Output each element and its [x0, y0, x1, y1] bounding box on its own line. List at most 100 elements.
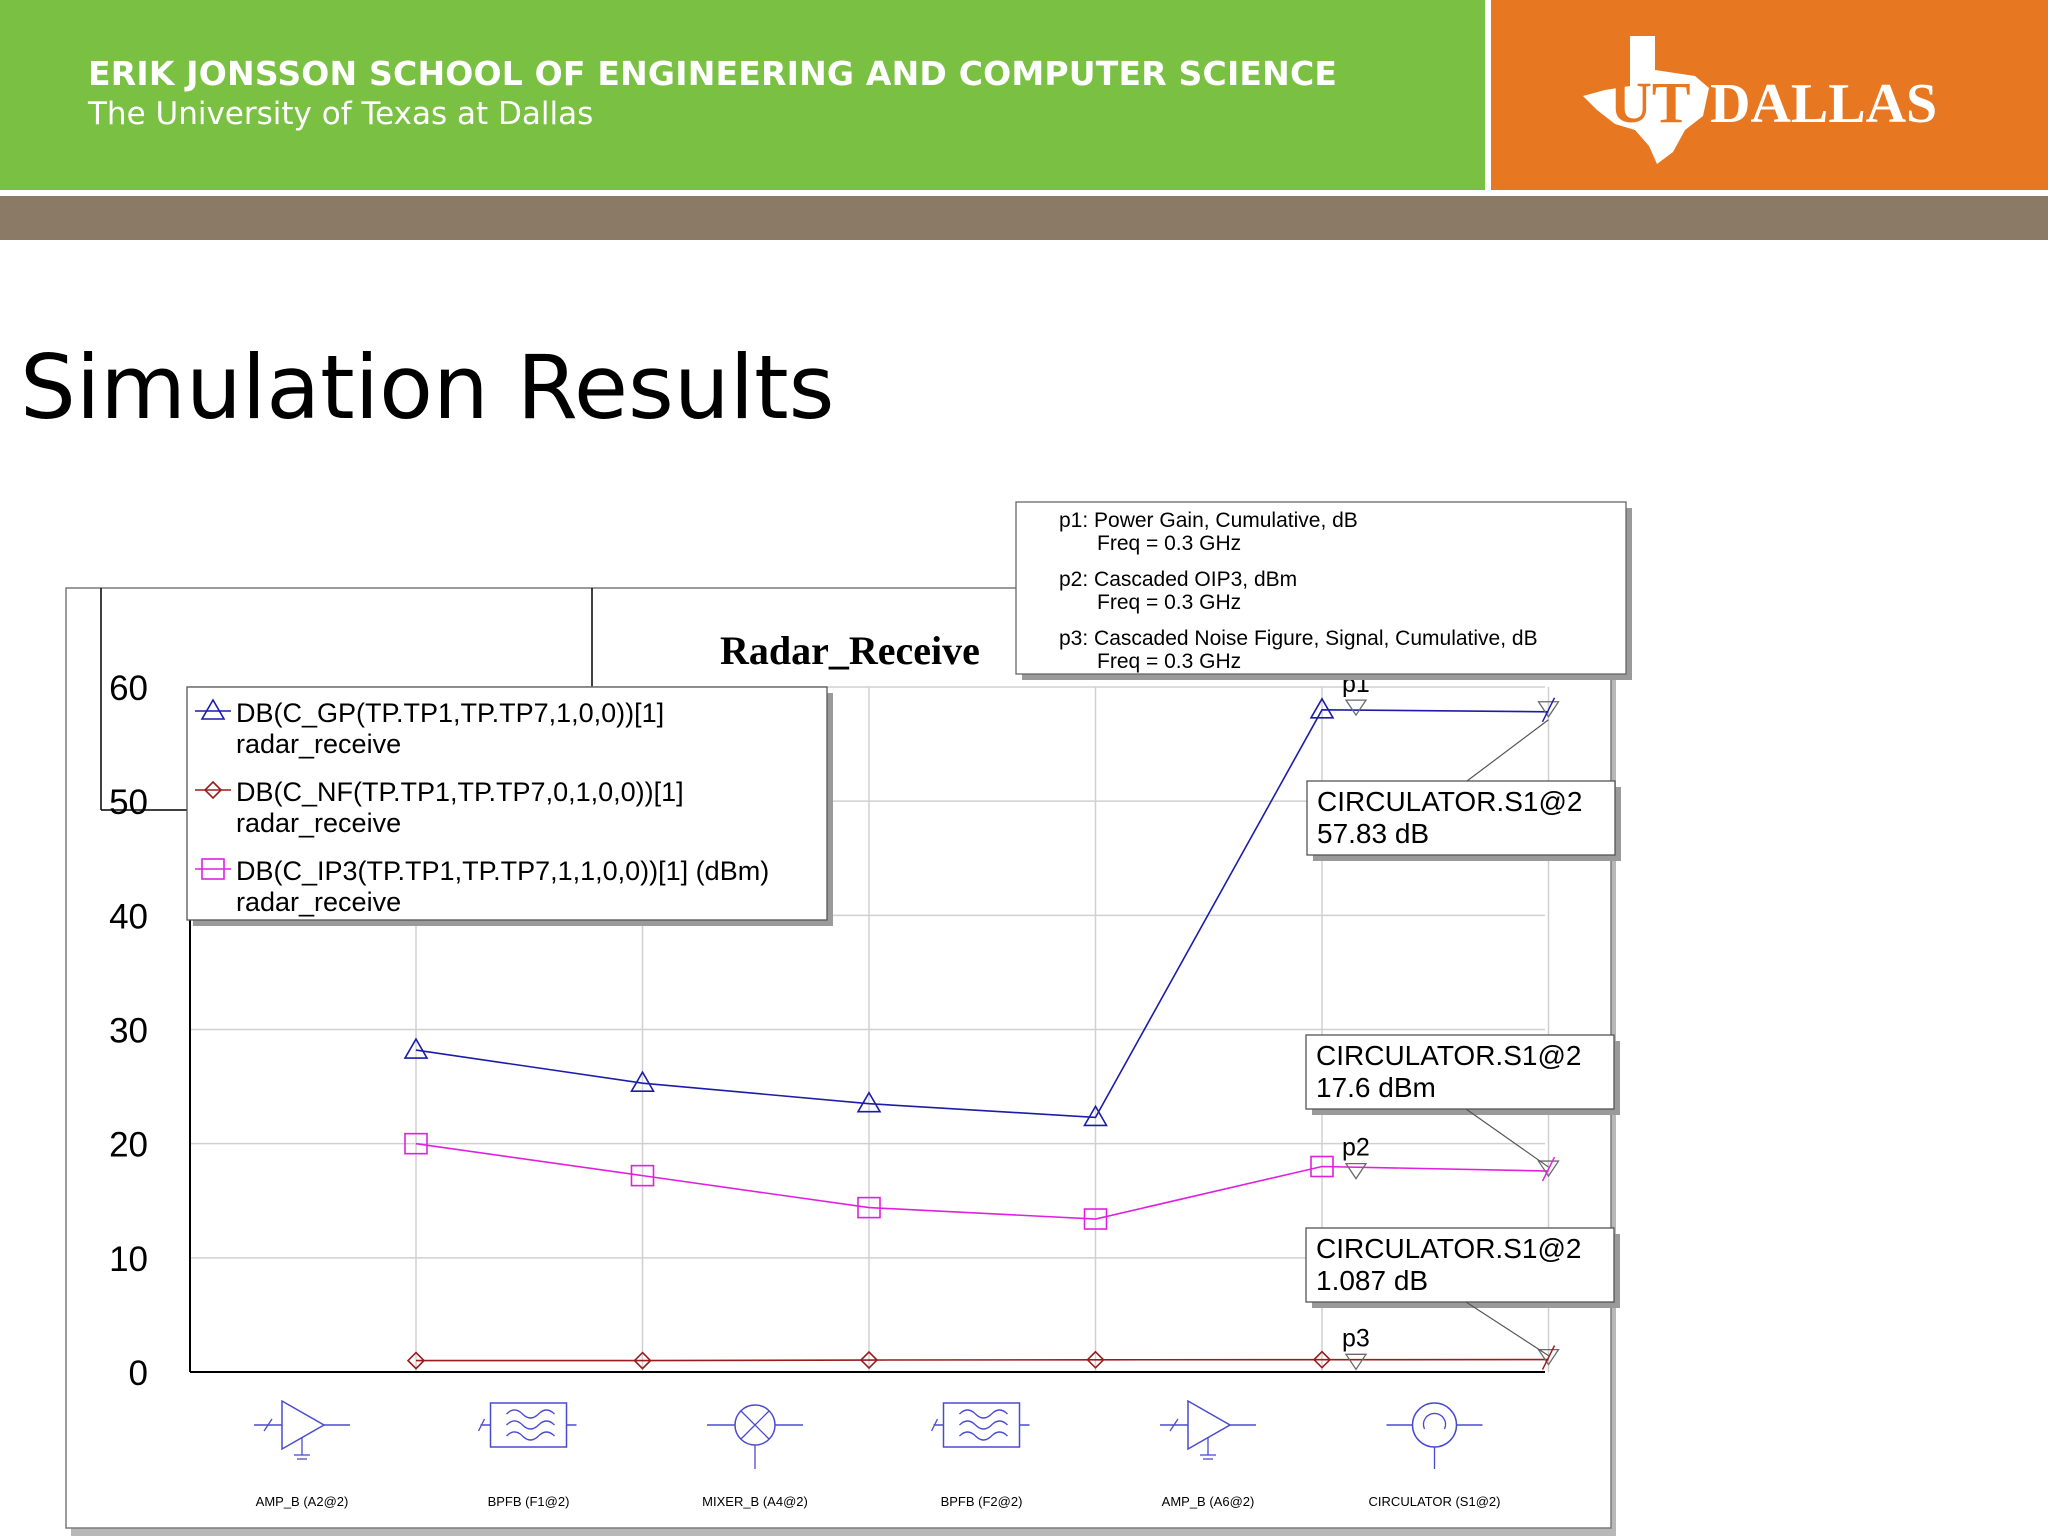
data-point — [406, 1351, 426, 1370]
series-square — [404, 1132, 1560, 1230]
data-point — [200, 698, 226, 720]
component-label: BPFB (F2@2) — [941, 1494, 1023, 1509]
data-point-end — [1541, 1156, 1556, 1182]
legend-entry: DB(C_NF(TP.TP1,TP.TP7,0,1,0,0))[1]radar_… — [195, 777, 684, 838]
header-orange-band — [1491, 0, 2048, 190]
circulator-circle — [1411, 1402, 1458, 1448]
data-point — [630, 1070, 655, 1092]
marker-p3: p3 — [1342, 1324, 1370, 1371]
school-name: ERIK JONSSON SCHOOL OF ENGINEERING AND C… — [88, 54, 1338, 93]
data-point — [856, 1091, 882, 1113]
marker-arrow — [1344, 699, 1368, 717]
callout-line1: CIRCULATOR.S1@2 — [1316, 1040, 1581, 1071]
legend-series-name: DB(C_NF(TP.TP1,TP.TP7,0,1,0,0))[1] — [236, 777, 684, 807]
y-tick-label: 0 — [129, 1354, 148, 1393]
filter-wave — [506, 1420, 555, 1430]
data-point — [1312, 1350, 1332, 1369]
filter-tick — [477, 1418, 486, 1432]
y-tick-label: 60 — [109, 669, 148, 708]
marker-arrow — [1537, 1348, 1560, 1366]
marker-desc-p1: p1: Power Gain, Cumulative, dB — [1059, 509, 1358, 532]
amp-triangle — [281, 1399, 326, 1451]
amplifier-icon — [254, 1399, 350, 1460]
marker-p2: p2 — [1342, 1134, 1370, 1180]
amp-triangle — [1187, 1399, 1232, 1451]
logo-dallas: DALLAS — [1710, 73, 1937, 135]
component-label: MIXER_B (A4@2) — [702, 1494, 808, 1509]
data-point — [1310, 1155, 1334, 1178]
circulator-arrow — [1422, 1412, 1447, 1430]
header-green-band — [0, 0, 1485, 190]
component-label: AMP_B (A2@2) — [256, 1494, 349, 1509]
mixer-icon — [707, 1404, 803, 1469]
data-point — [859, 1350, 879, 1370]
callout-frame — [1305, 1034, 1615, 1110]
marker-arrow — [1537, 701, 1560, 718]
data-point — [633, 1351, 652, 1370]
header-white-rule — [0, 190, 2048, 196]
series-diamond — [406, 1345, 1560, 1370]
data-point-end — [1541, 697, 1556, 723]
marker-freq-p2: Freq = 0.3 GHz — [1097, 591, 1241, 614]
y-tick-label: 10 — [109, 1240, 148, 1279]
legend-series-sub: radar_receive — [236, 808, 401, 838]
data-point — [201, 858, 225, 880]
data-point — [1083, 1208, 1108, 1230]
legend-series-name: DB(C_IP3(TP.TP1,TP.TP7,1,1,0,0))[1] (dBm… — [236, 856, 769, 886]
filter-wave — [506, 1431, 555, 1441]
marker-arrow — [1537, 1160, 1560, 1178]
legend-series-name: DB(C_GP(TP.TP1,TP.TP7,1,0,0))[1] — [236, 698, 664, 728]
callout-frame — [1305, 1227, 1615, 1303]
callout-leader — [1465, 1108, 1549, 1168]
legend-entry: DB(C_IP3(TP.TP1,TP.TP7,1,1,0,0))[1] (dBm… — [195, 856, 769, 917]
legend-series-sub: radar_receive — [236, 729, 401, 759]
data-point — [630, 1164, 655, 1187]
marker-arrow — [1344, 1162, 1368, 1180]
callout-box: CIRCULATOR.S1@21.087 dB — [1305, 1227, 1620, 1357]
data-point — [203, 780, 223, 800]
filter-wave — [959, 1420, 1008, 1430]
bandpass-filter-icon — [930, 1402, 1030, 1448]
y-tick-label: 30 — [109, 1012, 148, 1051]
y-tick-label: 20 — [109, 1126, 148, 1165]
logo-ut: UT — [1610, 70, 1691, 135]
legend-entry: DB(C_GP(TP.TP1,TP.TP7,1,0,0))[1]radar_re… — [195, 698, 664, 759]
y-tick-label: 50 — [109, 783, 148, 822]
chart-title: Radar_Receive — [720, 628, 980, 673]
header-divider — [1485, 0, 1491, 190]
callout-line2: 1.087 dB — [1316, 1265, 1428, 1296]
utdallas-logo: UT DALLAS — [1583, 36, 1937, 164]
filter-wave — [959, 1431, 1008, 1441]
callout-line2: 17.6 dBm — [1316, 1072, 1436, 1103]
filter-tick — [930, 1418, 939, 1432]
bandpass-filter-icon — [477, 1402, 577, 1448]
amp-tick — [1169, 1418, 1179, 1432]
callout-frame — [1306, 780, 1616, 856]
filter-wave — [959, 1409, 1008, 1419]
callout-line2: 57.83 dB — [1317, 818, 1429, 849]
header-brown-band — [0, 196, 2048, 240]
data-point — [1086, 1350, 1105, 1369]
texas-outline-icon — [1583, 36, 1709, 164]
university-name: The University of Texas at Dallas — [88, 96, 594, 132]
callout-box: CIRCULATOR.S1@217.6 dBm — [1305, 1034, 1620, 1168]
marker-freq-p1: Freq = 0.3 GHz — [1097, 532, 1241, 555]
data-point-end — [1541, 1345, 1556, 1370]
marker-label-p3: p3 — [1342, 1324, 1370, 1352]
filter-wave — [506, 1409, 555, 1419]
component-label: AMP_B (A6@2) — [1162, 1494, 1255, 1509]
data-point — [404, 1132, 428, 1155]
data-point — [857, 1196, 881, 1219]
circulator-icon — [1386, 1402, 1483, 1469]
marker-freq-p3: Freq = 0.3 GHz — [1097, 650, 1241, 673]
component-label: CIRCULATOR (S1@2) — [1369, 1494, 1501, 1509]
callout-line1: CIRCULATOR.S1@2 — [1317, 786, 1582, 817]
legend-box — [186, 686, 828, 921]
marker-box — [1015, 501, 1627, 675]
callout-leader — [1466, 719, 1549, 782]
data-point — [403, 1037, 429, 1059]
data-point — [1309, 697, 1335, 719]
component-label: BPFB (F1@2) — [488, 1494, 570, 1509]
mixer-x — [740, 1410, 770, 1440]
